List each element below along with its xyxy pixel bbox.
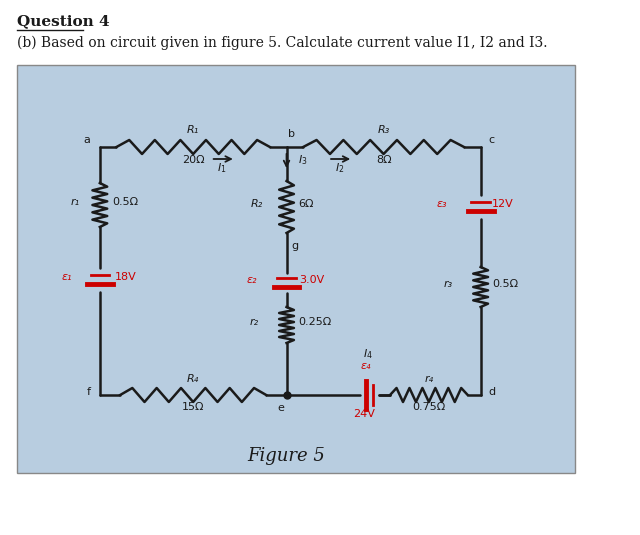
Text: a: a (84, 135, 91, 145)
Text: ε₁: ε₁ (61, 272, 72, 282)
Text: $I_4$: $I_4$ (363, 347, 372, 361)
Text: $I_1$: $I_1$ (217, 161, 227, 175)
Text: R₃: R₃ (378, 125, 390, 135)
Text: d: d (488, 387, 495, 397)
Text: 8Ω: 8Ω (376, 155, 392, 165)
Text: g: g (291, 241, 298, 251)
Text: R₄: R₄ (187, 374, 199, 384)
Text: $I_2$: $I_2$ (335, 161, 345, 175)
Text: c: c (488, 135, 494, 145)
Text: f: f (86, 387, 91, 397)
Text: 0.5Ω: 0.5Ω (112, 197, 138, 207)
Text: 3.0V: 3.0V (300, 275, 324, 285)
Text: ε₄: ε₄ (361, 361, 371, 371)
Text: r₃: r₃ (444, 279, 453, 289)
Text: b: b (289, 129, 296, 139)
Text: 0.75Ω: 0.75Ω (412, 402, 445, 412)
FancyBboxPatch shape (17, 65, 575, 473)
Text: 18V: 18V (115, 272, 136, 282)
Text: 20Ω: 20Ω (182, 155, 205, 165)
Text: e: e (278, 403, 284, 413)
Text: ε₃: ε₃ (437, 199, 447, 209)
Text: ε₂: ε₂ (246, 275, 257, 285)
Text: 0.5Ω: 0.5Ω (493, 279, 519, 289)
Text: 15Ω: 15Ω (182, 402, 204, 412)
Text: R₂: R₂ (251, 199, 264, 209)
Text: (b) Based on circuit given in figure 5. Calculate current value I1, I2 and I3.: (b) Based on circuit given in figure 5. … (17, 36, 547, 50)
Text: r₂: r₂ (250, 317, 259, 327)
Text: 0.25Ω: 0.25Ω (298, 317, 332, 327)
Text: 24V: 24V (353, 409, 375, 419)
Text: Figure 5: Figure 5 (248, 447, 326, 465)
Text: 6Ω: 6Ω (298, 199, 314, 209)
Text: $I_3$: $I_3$ (298, 153, 307, 167)
Text: r₁: r₁ (70, 197, 79, 207)
Text: 12V: 12V (492, 199, 513, 209)
Text: R₁: R₁ (187, 125, 199, 135)
Text: r₄: r₄ (424, 374, 433, 384)
Text: Question 4: Question 4 (17, 14, 109, 28)
